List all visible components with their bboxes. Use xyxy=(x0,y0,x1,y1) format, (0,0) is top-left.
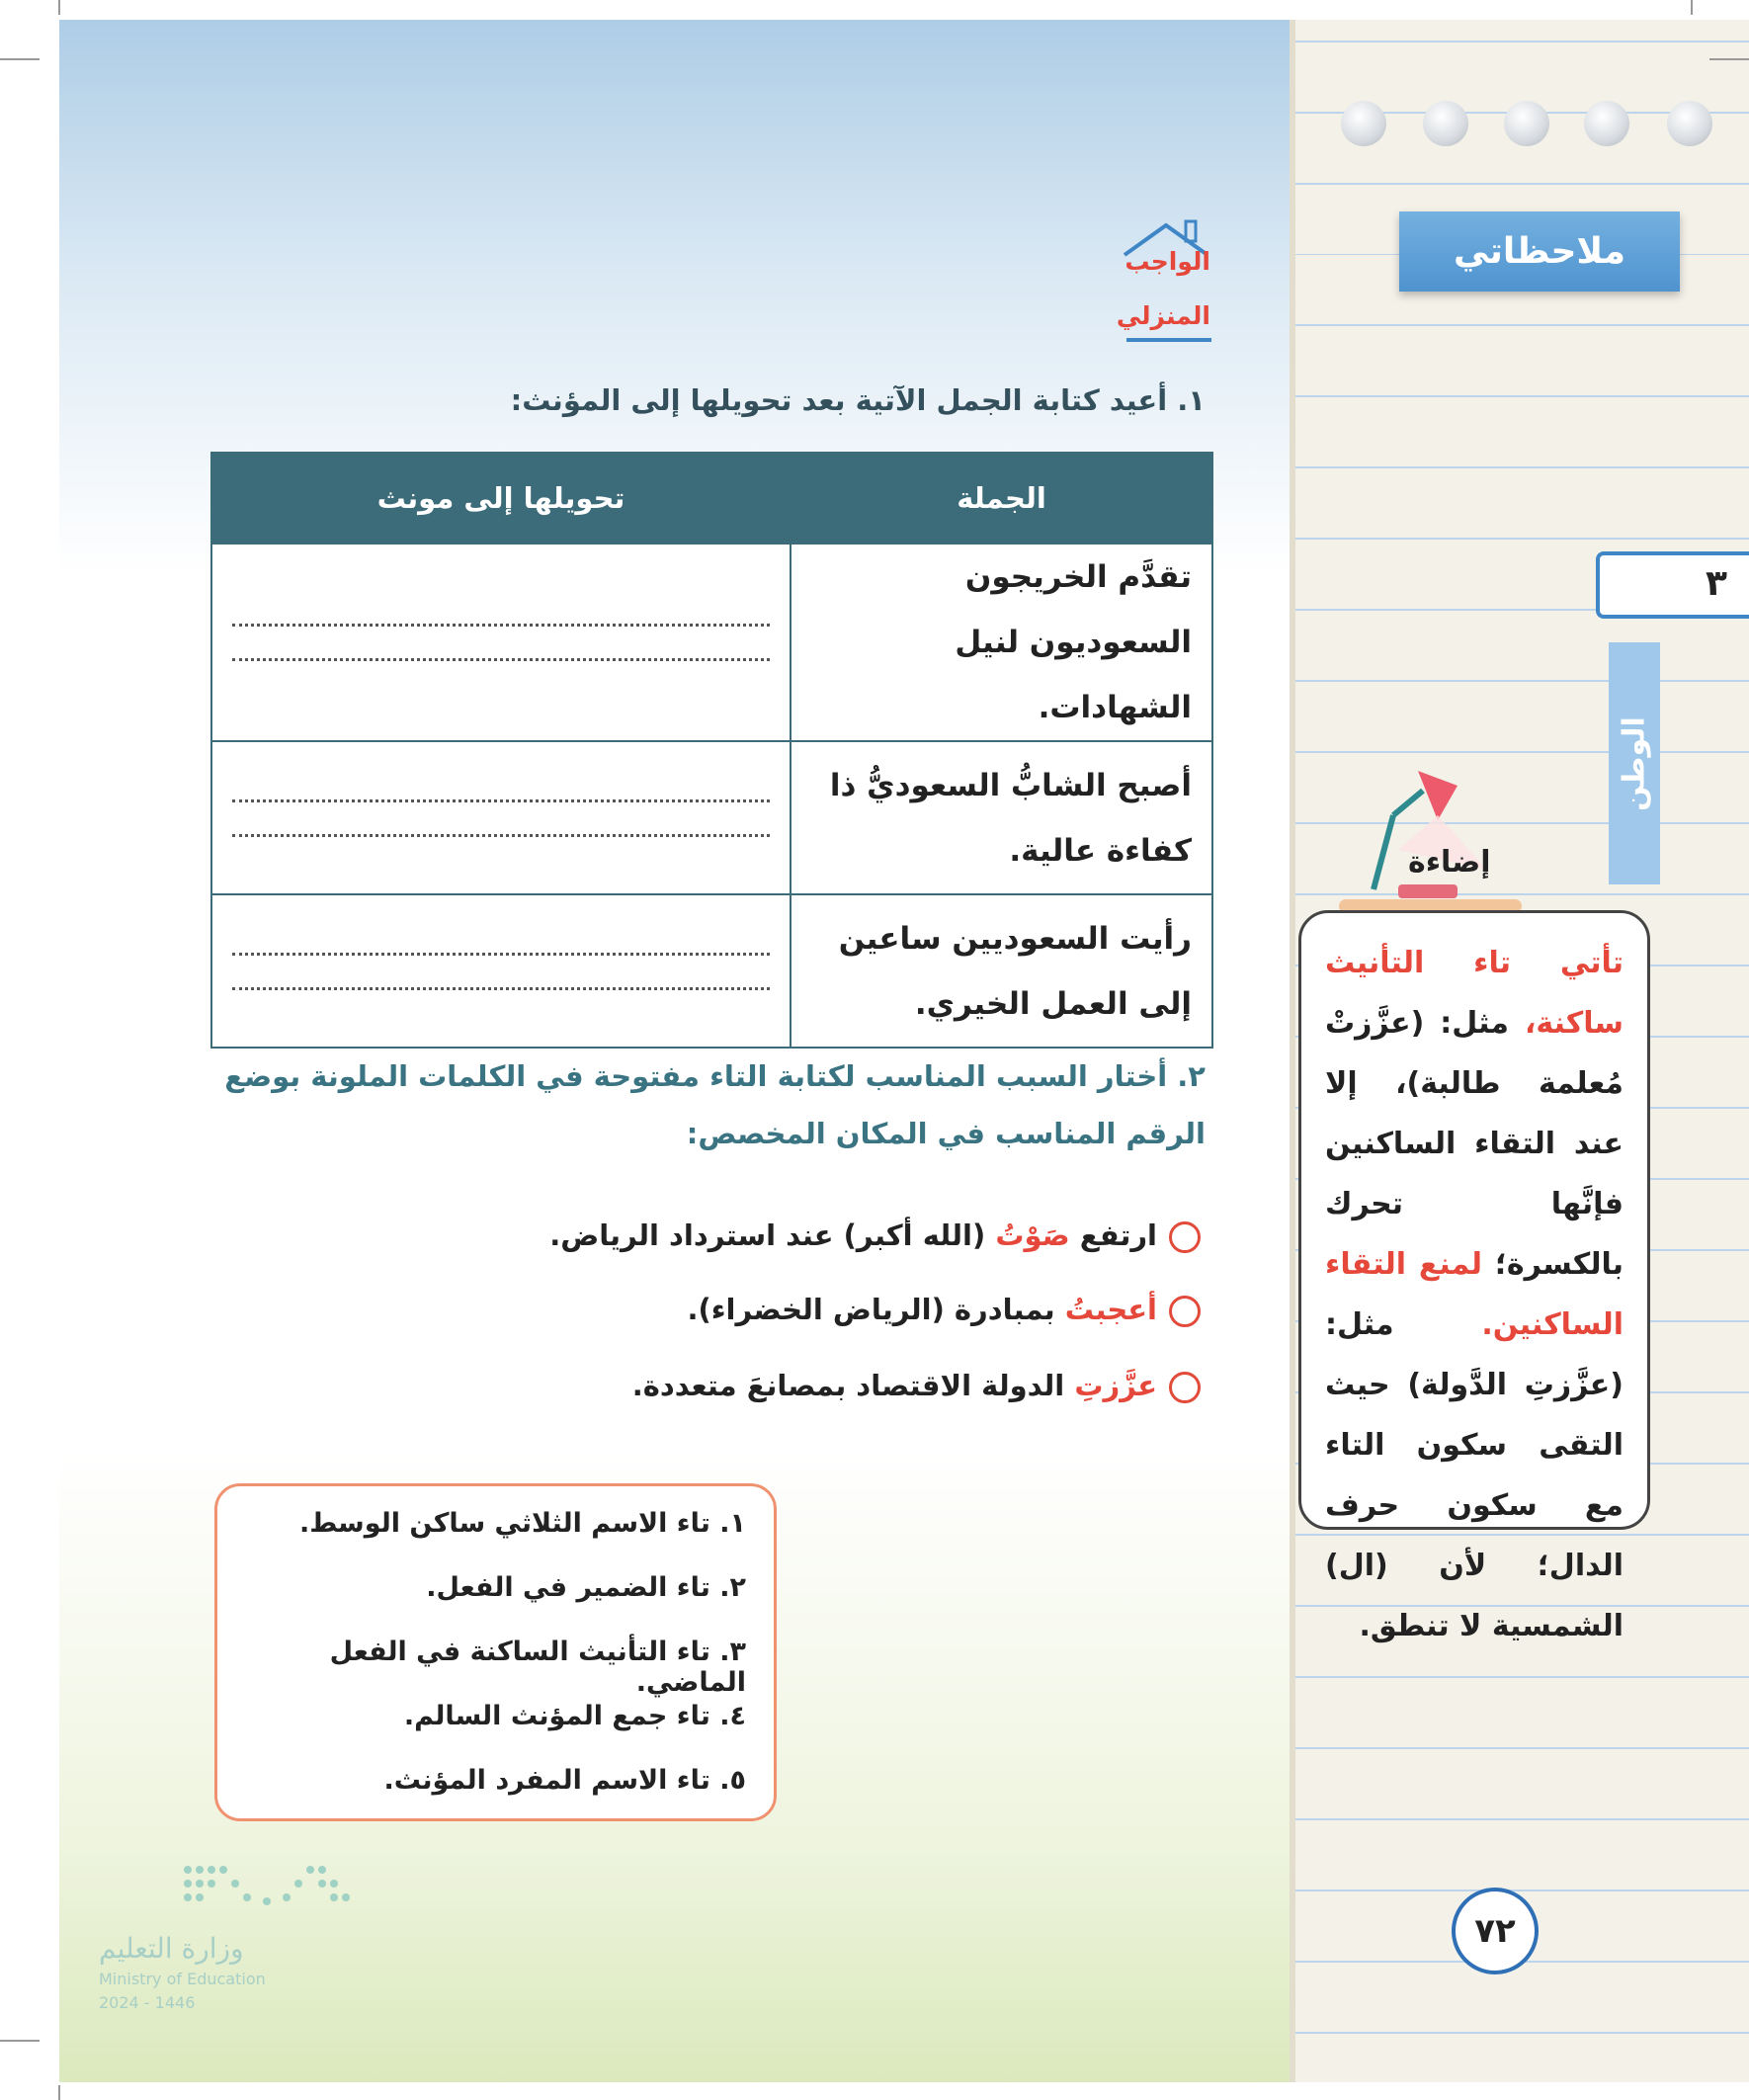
notes-tab: ملاحظاتي xyxy=(1399,211,1680,292)
text-segment: مثل: (عزَّزتِ الدَّولة) حيث التقى سكون ا… xyxy=(1325,1307,1624,1643)
text-segment: بمبادرة (الرياض الخضراء). xyxy=(687,1293,1055,1326)
text-segment: الدولة الاقتصاد بمصانعَ متعددة. xyxy=(631,1369,1065,1402)
answer-line xyxy=(232,952,770,956)
reason-item: ٥. تاء الاسم المفرد المؤنث. xyxy=(383,1765,746,1796)
answer-line xyxy=(232,624,770,627)
reasons-box: ١. تاء الاسم الثلاثي ساكن الوسط. ٢. تاء ا… xyxy=(214,1483,777,1821)
answer-line xyxy=(232,658,770,661)
unit-number: ٣ xyxy=(1596,551,1749,619)
binder-hole xyxy=(1341,101,1386,146)
sentence-cell: أصبح الشابُّ السعوديُّ ذا كفاءة عالية. xyxy=(790,740,1213,895)
question-text: ١. أعيد كتابة الجمل الآتية بعد تحويلها إ… xyxy=(510,383,1206,417)
header-cell: الجملة xyxy=(790,452,1213,545)
homework-label: المنزلي xyxy=(1116,301,1210,330)
highlighted-text: تأتي تاء التأنيث ساكنة، xyxy=(1325,946,1624,1041)
choice-item: ارتفع صَوْتُ (الله أكبر) عند استرداد الر… xyxy=(311,1218,1201,1253)
answer-line xyxy=(232,986,770,990)
homework-icon xyxy=(1123,219,1211,342)
text-segment: ارتفع xyxy=(1079,1218,1157,1252)
header-cell: تحويلها إلى مونث xyxy=(210,452,791,545)
highlighted-text: صَوْتُ xyxy=(995,1218,1070,1252)
answer-cell xyxy=(210,543,791,742)
tip-title: إضاءة xyxy=(1408,845,1491,880)
reason-item: ٢. تاء الضمير في الفعل. xyxy=(426,1572,746,1603)
highlighted-text: عزَّزتِ xyxy=(1074,1369,1157,1402)
tip-box: تأتي تاء التأنيث ساكنة، مثل: (عزَّزتْ مُ… xyxy=(1298,910,1650,1643)
answer-circle[interactable] xyxy=(1169,1372,1201,1403)
binder-hole xyxy=(1667,101,1712,146)
page-number: ٧٢ xyxy=(1452,1888,1539,1974)
sentence-cell: رأيت السعوديين ساعين إلى العمل الخيري. xyxy=(790,893,1213,1049)
logo-english: Ministry of Education xyxy=(99,1970,266,1988)
logo-arabic: وزارة التعليم xyxy=(99,1932,244,1965)
answer-circle[interactable] xyxy=(1169,1296,1201,1327)
reason-item: ١. تاء الاسم الثلاثي ساكن الوسط. xyxy=(298,1508,746,1539)
binder-hole xyxy=(1423,101,1468,146)
choice-item: أعجبتُ بمبادرة (الرياض الخضراء). xyxy=(311,1293,1201,1327)
table-row: تقدَّم الخريجون السعوديون لنيل الشهادات. xyxy=(210,543,1213,742)
homework-label: الواجب xyxy=(1124,247,1210,276)
logo-year: 2024 - 1446 xyxy=(99,1993,196,2012)
answer-cell xyxy=(210,893,791,1049)
reason-item: ٤. تاء جمع المؤنث السالم. xyxy=(403,1701,746,1731)
highlighted-text: أعجبتُ xyxy=(1064,1293,1157,1326)
answer-cell xyxy=(210,740,791,895)
header-row: الجملة تحويلها إلى مونث xyxy=(210,452,1213,545)
text-segment: مثل: (عزَّزتْ مُعلمة طالبة)، إلا عند الت… xyxy=(1325,1006,1624,1282)
table-row: أصبح الشابُّ السعوديُّ ذا كفاءة عالية. xyxy=(210,740,1213,895)
conversion-table: الجملة تحويلها إلى مونث تقدَّم الخريجون ال… xyxy=(210,452,1213,1049)
answer-line xyxy=(232,798,770,802)
text-segment: (الله أكبر) عند استرداد الرياض. xyxy=(549,1218,986,1252)
unit-tab: الوطن xyxy=(1609,642,1660,884)
unit-tab-label: الوطن xyxy=(1617,715,1652,811)
binder-hole xyxy=(1504,101,1549,146)
table-row: رأيت السعوديين ساعين إلى العمل الخيري. xyxy=(210,893,1213,1049)
reason-item: ٣. تاء التأنيث الساكنة في الفعل الماضي. xyxy=(329,1637,746,1698)
answer-circle[interactable] xyxy=(1169,1221,1201,1253)
choice-item: عزَّزتِ الدولة الاقتصاد بمصانعَ متعددة. xyxy=(311,1369,1201,1403)
answer-line xyxy=(232,833,770,837)
question-text: ٢. أختار السبب المناسب لكتابة التاء مفتو… xyxy=(224,1059,1206,1150)
highlighted-text: لمنع التقاء الساكنين. xyxy=(1325,1247,1624,1342)
ministry-logo-mark xyxy=(184,1866,350,1905)
lamp-icon xyxy=(1339,771,1522,913)
binder-hole xyxy=(1584,101,1629,146)
sentence-cell: تقدَّم الخريجون السعوديون لنيل الشهادات. xyxy=(790,543,1213,742)
